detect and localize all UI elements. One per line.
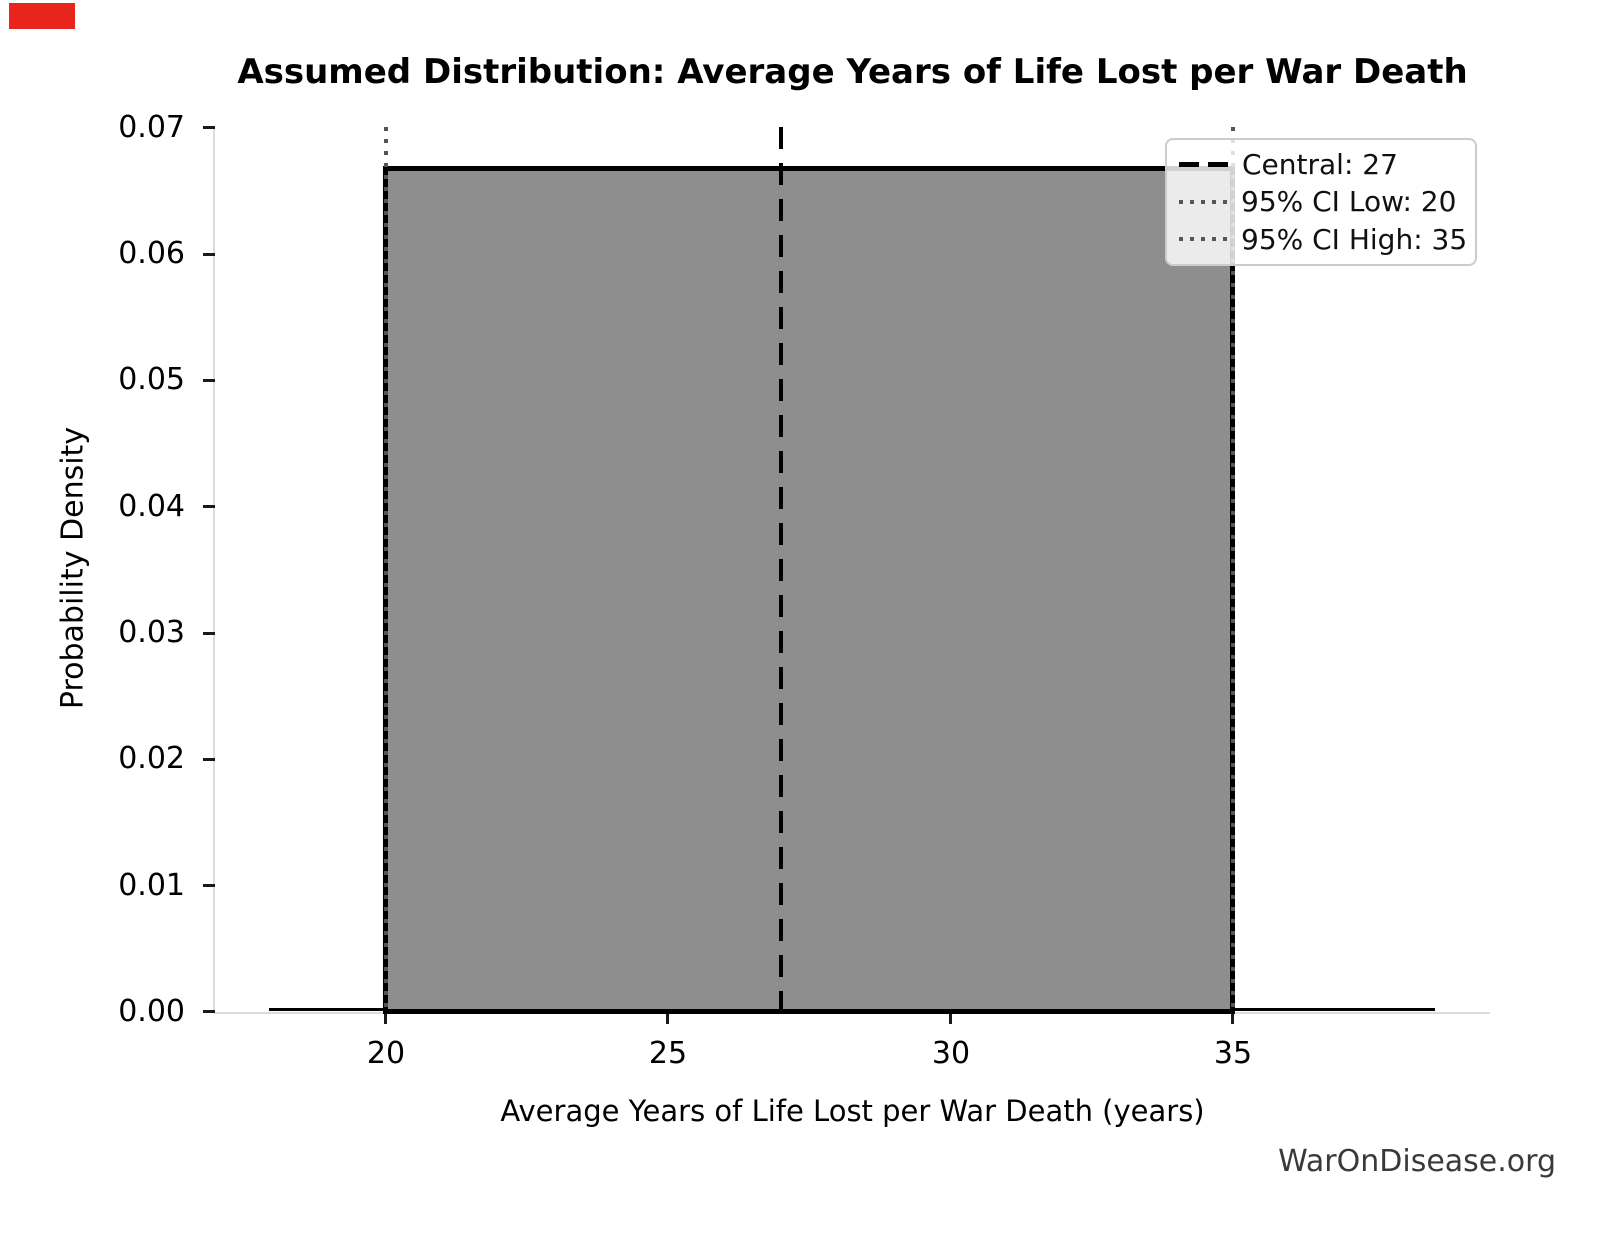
- x-tick-label: 30: [931, 1036, 971, 1071]
- y-tick-label: 0.05: [118, 362, 185, 397]
- x-tick: [1231, 1014, 1234, 1024]
- y-tick: [203, 1010, 215, 1013]
- legend-label: 95% CI Low: 20: [1241, 185, 1457, 219]
- y-tick: [203, 253, 215, 256]
- y-axis-spine: [213, 127, 215, 1014]
- x-tick: [666, 1014, 669, 1024]
- dotted-line-icon: [1179, 199, 1227, 204]
- legend-label: Central: 27: [1242, 148, 1398, 182]
- y-tick-label: 0.03: [118, 615, 185, 650]
- y-tick-label: 0.07: [118, 110, 185, 145]
- y-tick: [203, 379, 215, 382]
- legend-item-ci-high: 95% CI High: 35: [1179, 223, 1467, 256]
- pdf-baseline-left: [269, 1008, 384, 1011]
- y-tick-label: 0.06: [118, 236, 185, 271]
- y-tick-label: 0.00: [118, 994, 185, 1029]
- y-tick: [203, 505, 215, 508]
- y-tick: [203, 126, 215, 129]
- y-tick: [203, 758, 215, 761]
- chart-title: Assumed Distribution: Average Years of L…: [237, 52, 1468, 92]
- uniform-distribution-area: [383, 166, 1235, 1014]
- y-tick: [203, 884, 215, 887]
- red-marker: [9, 3, 75, 29]
- x-tick-label: 35: [1213, 1036, 1253, 1071]
- pdf-baseline-right: [1235, 1008, 1435, 1011]
- x-tick: [949, 1014, 952, 1024]
- ci-low-line: [384, 127, 388, 1012]
- legend-item-central: Central: 27: [1179, 148, 1463, 181]
- y-tick-label: 0.04: [118, 489, 185, 524]
- ci-high-line: [1231, 127, 1235, 1012]
- legend: Central: 27 95% CI Low: 20 95% CI High: …: [1165, 138, 1477, 266]
- y-tick-label: 0.02: [118, 741, 185, 776]
- legend-label: 95% CI High: 35: [1241, 222, 1468, 256]
- central-line: [779, 127, 783, 1012]
- watermark: WarOnDisease.org: [1278, 1144, 1556, 1179]
- dashed-line-icon: [1179, 162, 1228, 168]
- y-axis-label: Probability Density: [55, 426, 91, 710]
- dotted-line-icon: [1179, 237, 1227, 242]
- x-axis-label: Average Years of Life Lost per War Death…: [500, 1094, 1205, 1128]
- legend-item-ci-low: 95% CI Low: 20: [1179, 185, 1463, 218]
- x-tick: [384, 1014, 387, 1024]
- y-tick-label: 0.01: [118, 868, 185, 903]
- y-tick: [203, 632, 215, 635]
- x-tick-label: 25: [648, 1036, 688, 1071]
- x-tick-label: 20: [366, 1036, 406, 1071]
